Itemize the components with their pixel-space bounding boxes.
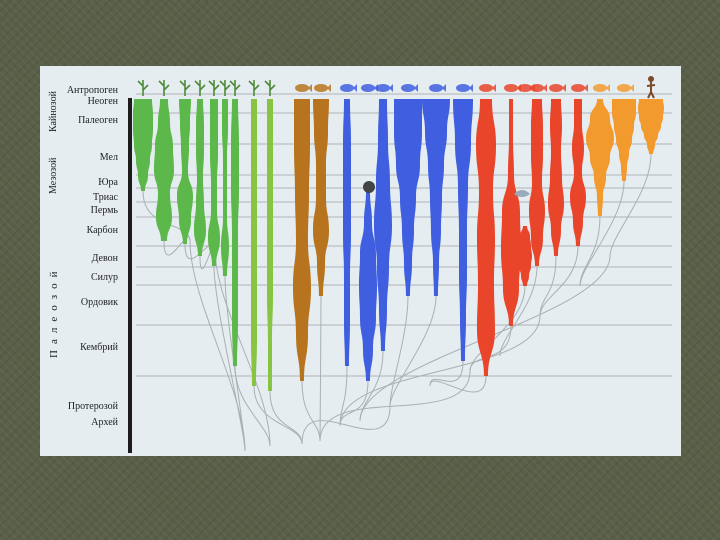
turtle-icon: [593, 84, 610, 92]
branch-line: [234, 365, 271, 447]
trunk-line: [339, 315, 541, 427]
diagram-panel: Антропоген Неоген Палеоген Мел Юра Триас…: [40, 66, 681, 456]
trunk-line: [319, 370, 471, 442]
lineage-shape: [208, 99, 220, 266]
conifer-icon: [219, 80, 231, 96]
branch-line: [319, 295, 322, 442]
insect-icon: [376, 84, 393, 92]
period-label-silur: Силур: [90, 272, 118, 283]
trunk-line: [189, 240, 246, 452]
branch-line: [499, 265, 538, 357]
era-label-mesozoic: Мезозой: [48, 157, 59, 194]
plant-icon: [158, 80, 170, 96]
era-label-cenozoic: Кайнозой: [48, 91, 59, 132]
trunk-line: [214, 247, 271, 447]
dolphin-icon: [549, 84, 566, 92]
lineage-shape: [586, 99, 614, 216]
lineage-shape: [501, 99, 521, 326]
branch-line: [389, 295, 437, 407]
lineage-shapes: [133, 99, 664, 391]
amphibian-icon: [530, 84, 547, 92]
bird-icon: [617, 84, 634, 92]
starfish-icon: [340, 84, 357, 92]
period-label-paleogen: Палеоген: [78, 115, 118, 126]
lineage-shape: [638, 99, 664, 154]
period-label-mel: Мел: [99, 152, 118, 163]
lineage-shape: [154, 99, 174, 241]
horsetail-icon: [208, 80, 220, 96]
coral-icon: [295, 84, 312, 92]
lineage-shape: [194, 99, 206, 256]
lineage-shape: [177, 99, 193, 244]
mushroom-icon: [264, 80, 276, 96]
branch-line: [579, 180, 625, 287]
lineage-shape: [133, 99, 153, 191]
worm-icon: [361, 84, 378, 92]
lineage-shape: [612, 99, 636, 181]
lineage-shape: [359, 191, 377, 381]
period-label-devon: Девон: [91, 253, 118, 264]
era-label-paleozoic: Палеозой: [48, 265, 60, 358]
lineage-shape: [374, 99, 392, 351]
lineage-shape: [518, 226, 532, 286]
lineage-shape: [221, 99, 229, 276]
echinoderm-icon: [479, 84, 496, 92]
human-icon: [646, 76, 656, 99]
period-label-ordovik: Ордовик: [80, 297, 118, 308]
lineage-shape: [267, 99, 273, 391]
timeline-bar: [128, 98, 132, 453]
trunk-line: [301, 405, 391, 445]
branch-line: [469, 285, 526, 372]
period-label-arkhey: Архей: [91, 417, 118, 428]
branch-line: [539, 245, 579, 317]
fern-icon: [179, 80, 191, 96]
crustacean-icon: [401, 84, 418, 92]
lineage-shape: [570, 99, 586, 246]
moss-icon: [194, 80, 206, 96]
algae-icon: [137, 80, 149, 96]
lineage-shape: [251, 99, 257, 386]
lineage-shape: [293, 99, 311, 381]
branch-line: [339, 380, 369, 427]
lineage-shape: [343, 99, 351, 366]
period-label-anthropogen: Антропоген: [66, 85, 118, 96]
sponge-icon: [314, 84, 331, 92]
tropical-fish-icon: [571, 84, 588, 92]
organism-icons-row: [137, 76, 656, 99]
lineage-shape: [313, 99, 329, 296]
branch-line: [269, 390, 303, 445]
lineage-shape: [529, 99, 545, 266]
trilobite-icon: [363, 181, 375, 193]
lineage-shape: [453, 99, 473, 361]
lineage-shape: [422, 99, 450, 296]
branch-line: [163, 236, 191, 256]
ichthyosaur-icon: [514, 190, 530, 197]
period-label-perm: Пермь: [90, 205, 118, 216]
lineage-shape: [548, 99, 564, 256]
branch-line: [429, 360, 464, 387]
branch-line: [301, 380, 321, 442]
grass-icon: [248, 80, 260, 96]
phylogenetic-tree-diagram: [128, 76, 672, 453]
flower-icon: [229, 80, 241, 96]
lineage-shape: [394, 99, 422, 296]
branch-line: [389, 295, 409, 407]
period-label-karbon: Карбон: [86, 225, 118, 236]
lineage-shape: [231, 99, 239, 366]
branch-line: [609, 153, 652, 257]
branch-line: [253, 385, 303, 445]
period-label-jura: Юра: [98, 177, 118, 188]
snail-icon: [429, 84, 446, 92]
period-label-kembriy: Кембрий: [80, 342, 118, 353]
period-label-proterozoy: Протерозой: [67, 401, 118, 412]
branch-line: [429, 375, 487, 393]
period-label-trias: Триас: [93, 192, 118, 203]
branch-line: [213, 265, 246, 452]
lineage-shape: [476, 99, 496, 376]
period-label-neogen: Неоген: [87, 96, 118, 107]
squid-icon: [456, 84, 473, 92]
